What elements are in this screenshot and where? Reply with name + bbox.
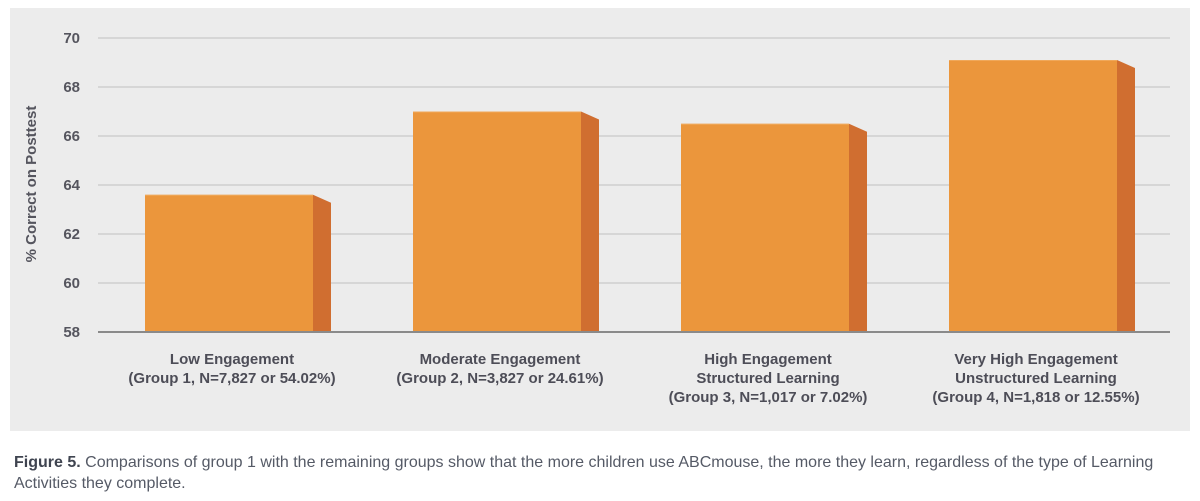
- y-tick-labels: 58 60 62 64 66 68 70: [63, 30, 80, 341]
- bar-side-4: [1117, 60, 1135, 333]
- y-tick-label-58: 58: [63, 324, 80, 341]
- category-labels: Low Engagement (Group 1, N=7,827 or 54.02…: [128, 351, 1139, 406]
- bars: [145, 60, 1135, 333]
- category-label-4: Very High Engagement Unstructured Learnin…: [932, 351, 1139, 406]
- figure-label: Figure 5.: [14, 454, 81, 471]
- bar-group-3: [681, 123, 867, 332]
- y-axis-label: % Correct on Posttest: [23, 106, 40, 263]
- bar-chart: 58 60 62 64 66 68 70 Low Engagement (Group 1, N…: [23, 30, 1170, 406]
- bar-side-1: [313, 194, 331, 332]
- category-label-2: Moderate Engagement (Group 2, N=3,827 or …: [396, 351, 603, 387]
- category-label-1: Low Engagement (Group 1, N=7,827 or 54.02…: [128, 351, 335, 387]
- bar-group-1: [145, 194, 331, 332]
- category-label-line: High Engagement: [704, 351, 832, 368]
- y-tick-label-62: 62: [63, 226, 80, 243]
- category-label-line: (Group 4, N=1,818 or 12.55%): [932, 389, 1139, 406]
- y-tick-label-66: 66: [63, 128, 80, 145]
- category-label-line: Unstructured Learning: [955, 370, 1117, 387]
- y-tick-label-70: 70: [63, 30, 80, 47]
- figure-caption-text: Comparisons of group 1 with the remainin…: [14, 454, 1154, 492]
- bar-group-4: [949, 60, 1135, 333]
- bar-group-2: [413, 111, 599, 332]
- category-label-line: Moderate Engagement: [420, 351, 581, 368]
- bar-side-2: [581, 111, 599, 332]
- category-label-line: (Group 3, N=1,017 or 7.02%): [669, 389, 868, 406]
- category-label-line: Very High Engagement: [954, 351, 1117, 368]
- bar-side-3: [849, 123, 867, 332]
- y-tick-label-64: 64: [63, 177, 80, 194]
- y-tick-label-68: 68: [63, 79, 80, 96]
- bar-2: [413, 111, 581, 332]
- bar-4: [949, 60, 1117, 333]
- figure-caption: Figure 5. Comparisons of group 1 with th…: [14, 452, 1190, 494]
- category-label-3: High Engagement Structured Learning (Group…: [669, 351, 868, 406]
- bar-1: [145, 194, 313, 332]
- category-label-line: (Group 1, N=7,827 or 54.02%): [128, 370, 335, 387]
- category-label-line: (Group 2, N=3,827 or 24.61%): [396, 370, 603, 387]
- y-tick-label-60: 60: [63, 275, 80, 292]
- chart-panel: 58 60 62 64 66 68 70 Low Engagement (Group 1, N…: [10, 8, 1190, 431]
- category-label-line: Structured Learning: [696, 370, 839, 387]
- category-label-line: Low Engagement: [170, 351, 294, 368]
- bar-3: [681, 123, 849, 332]
